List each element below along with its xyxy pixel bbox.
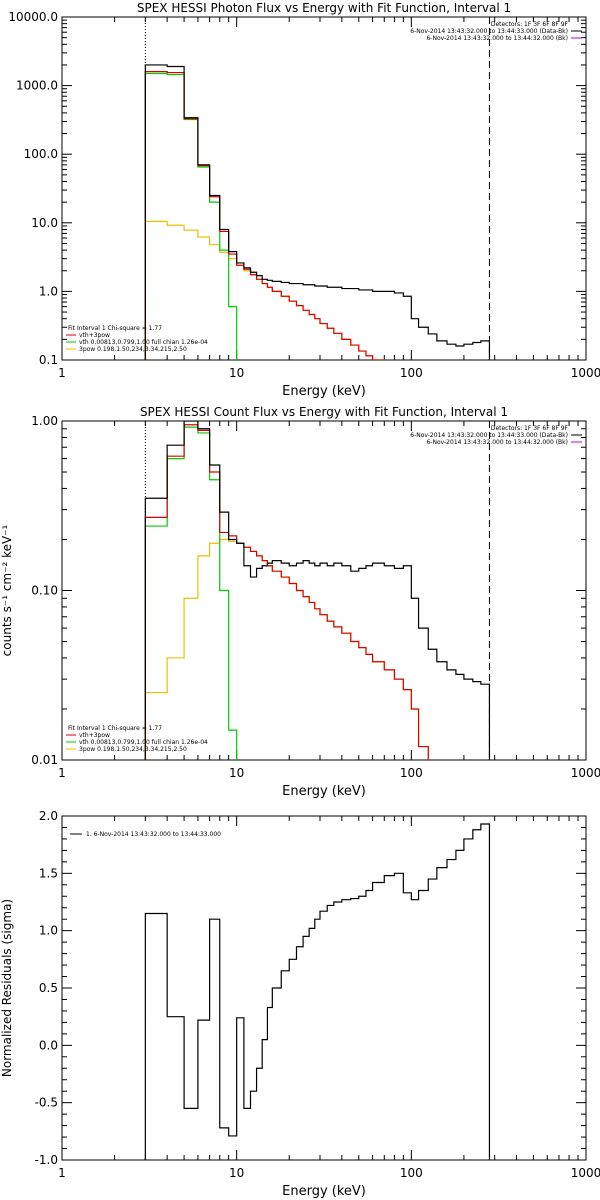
y-tick-label: 0.1 xyxy=(39,353,58,367)
plot-frame xyxy=(61,420,587,761)
x-tick-label: 10 xyxy=(229,766,244,780)
y-axis-label: Normalized Residuals (sigma) xyxy=(0,899,14,1077)
chart-panel-1: 1 10 100 1000 0.1 1.0 10.0 100.0 1000.0 10000.0 SP… xyxy=(8,1,600,399)
x-axis-label: Energy (keV) xyxy=(282,784,366,799)
series-group xyxy=(144,421,491,760)
y-tick-label: 1.0 xyxy=(39,924,58,938)
legend-text: vth 0.00813,0.799,1.00 full chian 1.26e-… xyxy=(79,339,208,346)
y-tick-label: 2.0 xyxy=(39,809,58,823)
plot-frame xyxy=(61,815,587,1161)
x-tick-label: 1 xyxy=(58,766,66,780)
series-line-3pow xyxy=(144,220,385,360)
y-tick-label: 10000.0 xyxy=(8,10,58,24)
legend-text: Detectors: 1F 3F 6F 8F 9F xyxy=(491,21,569,28)
chart-panel-2: 1 10 100 1000 0.01 0.10 1.00 SPEX HESSI Count F… xyxy=(0,405,600,799)
y-tick-label: -1.0 xyxy=(35,1153,58,1167)
legend-text: 6-Nov-2014 13:43:32.000 to 13:44:33.000 … xyxy=(410,432,568,439)
x-tick-label: 10 xyxy=(229,1166,244,1180)
y-tick-label: 0.0 xyxy=(39,1038,58,1052)
y-tick-label: 0.5 xyxy=(39,981,58,995)
legend-text: 3pow 0.198,1.50,234,3.34,215,2.50 xyxy=(79,746,187,753)
series-group xyxy=(144,823,491,1160)
y-tick-label: 100.0 xyxy=(24,147,58,161)
legend-text: vth+3pow xyxy=(79,332,110,339)
plot-frame xyxy=(61,16,587,361)
legend-text: 1. 6-Nov-2014 13:43:32.000 to 13:44:33.0… xyxy=(86,831,221,838)
series-group xyxy=(144,64,491,360)
series-line-vth-3pow xyxy=(144,424,429,760)
x-axis-label: Energy (keV) xyxy=(282,1184,366,1199)
x-axis-label: Energy (keV) xyxy=(282,384,366,399)
x-tick-label: 10 xyxy=(229,366,244,380)
legend-text: Fit Interval 1 Chi-square = 1.77 xyxy=(68,325,162,332)
legend-text: 6-Nov-2014 13:43:32.000 to 13:44:32.000 … xyxy=(426,35,568,42)
y-tick-label: 1000.0 xyxy=(16,79,58,93)
series-line-vth xyxy=(144,72,238,360)
legend-text: Fit Interval 1 Chi-square = 1.77 xyxy=(68,725,162,732)
x-tick-label: 100 xyxy=(400,366,423,380)
legend-text: vth+3pow xyxy=(79,732,110,739)
chart-title: SPEX HESSI Count Flux vs Energy with Fit… xyxy=(140,405,508,419)
y-tick-label: 1.0 xyxy=(39,284,58,298)
y-tick-label: 0.10 xyxy=(31,584,58,598)
y-tick-label: 10.0 xyxy=(31,216,58,230)
legend-text: vth 0.00813,0.799,1.00 full chian 1.26e-… xyxy=(79,739,208,746)
x-tick-label: 1000 xyxy=(571,1166,600,1180)
series-line-data-bk xyxy=(144,64,491,360)
legend-text: 3pow 0.198,1.50,234,3.34,215,2.50 xyxy=(79,346,187,353)
chart-panel-3: 1 10 100 1000 -1.0 -0.5 0.0 0.5 1.0 1.5 2.0 Energy … xyxy=(0,809,600,1199)
x-tick-label: 100 xyxy=(400,1166,423,1180)
series-line-1-6-nov-2014-13-43-32-000-to-13-44-33-000 xyxy=(144,823,491,1160)
x-tick-label: 1 xyxy=(58,366,66,380)
x-tick-label: 1 xyxy=(58,1166,66,1180)
x-tick-label: 1000 xyxy=(571,366,600,380)
legend-text: 6-Nov-2014 13:43:32.000 to 13:44:33.000 … xyxy=(410,28,568,35)
y-tick-label: 0.01 xyxy=(31,753,58,767)
y-axis-label: counts s⁻¹ cm⁻² keV⁻¹ xyxy=(0,524,14,656)
series-line-data-bk xyxy=(144,421,491,760)
y-tick-label: 1.5 xyxy=(39,866,58,880)
x-tick-label: 100 xyxy=(400,766,423,780)
y-tick-label: 1.00 xyxy=(31,414,58,428)
x-tick-label: 1000 xyxy=(571,766,600,780)
legend-text: Detectors: 1F 3F 6F 8F 9F xyxy=(491,425,569,432)
legend-text: 6-Nov-2014 13:43:32.000 to 13:44:32.000 … xyxy=(426,439,568,446)
y-tick-label: -0.5 xyxy=(35,1096,58,1110)
chart-title: SPEX HESSI Photon Flux vs Energy with Fi… xyxy=(137,1,511,15)
